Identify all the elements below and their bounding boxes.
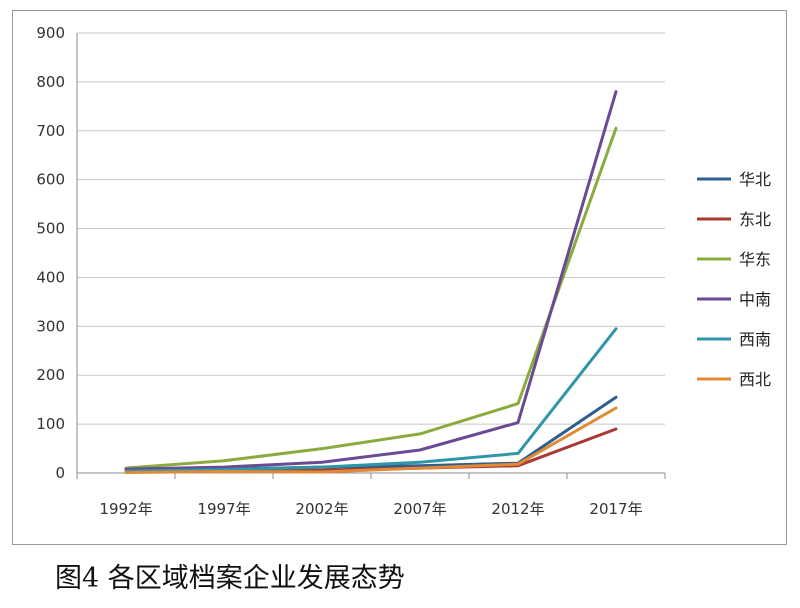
figure-caption: 图4 各区域档案企业发展态势 [55,563,405,594]
y-tick-label: 600 [36,171,65,189]
legend-label: 西北 [739,370,771,389]
series-line-3 [124,126,618,470]
y-tick-label: 800 [36,73,65,91]
y-tick-labels: 0 100 200 300 400 500 600 700 800 900 [36,24,65,482]
y-tick-label: 300 [36,317,65,335]
x-tick-label: 2002年 [295,500,348,518]
legend-entry: 西北 [697,370,771,389]
legend-label: 中南 [739,290,771,309]
grid-lines [77,32,665,425]
x-tick-label: 2017年 [589,500,642,518]
legend-entry: 西南 [697,330,771,349]
series-line-1 [124,395,618,473]
y-tick-label: 0 [55,464,65,482]
legend-entry: 华东 [697,250,771,269]
legend-entry: 华北 [697,170,771,189]
y-tick-label: 500 [36,220,65,238]
y-tick-label: 700 [36,122,65,140]
series-line-5 [124,327,618,473]
y-tick-label: 400 [36,268,65,286]
x-tick-label: 1997年 [197,500,250,518]
legend-label: 华东 [739,250,771,269]
y-tick-label: 100 [36,415,65,433]
legend-entry: 东北 [697,210,771,229]
x-tick-label: 2007年 [393,500,446,518]
axes [76,33,666,479]
x-tick-labels: 1992年 1997年 2002年 2007年 2012年 2017年 [99,500,642,518]
chart-frame: 0 100 200 300 400 500 600 700 800 900 1992年 1997年 2… [12,10,787,545]
legend-label: 华北 [739,170,771,189]
series-lines [124,90,618,474]
legend-entry: 中南 [697,290,771,309]
x-tick-label: 1992年 [99,500,152,518]
series-line-4 [124,90,618,471]
y-tick-label: 900 [36,24,65,42]
line-chart: 0 100 200 300 400 500 600 700 800 900 1992年 1997年 2… [36,24,771,518]
legend-label: 西南 [739,330,771,349]
legend-label: 东北 [739,210,771,229]
y-tick-label: 200 [36,366,65,384]
x-tick-label: 2012年 [491,500,544,518]
series-line-6 [124,406,618,474]
